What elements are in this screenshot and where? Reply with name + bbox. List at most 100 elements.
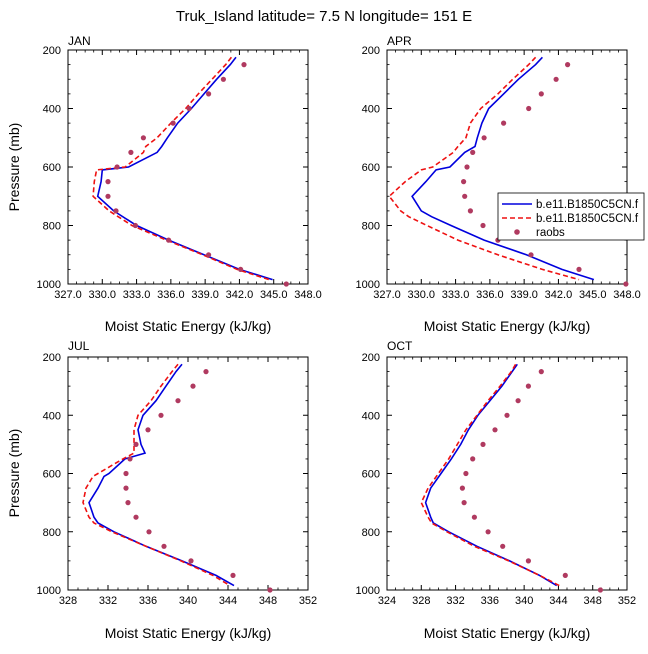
model-solid-line-apr (411, 56, 595, 281)
x-tick-label-oct: 348 (584, 595, 602, 607)
legend-box (497, 192, 645, 241)
x-tick-label-jan: 336.0 (157, 289, 185, 301)
plot-frame-jul (67, 356, 309, 591)
raobs-point-jul (190, 383, 196, 389)
x-axis-label-jul: Moist Static Energy (kJ/kg) (105, 625, 272, 641)
raobs-point-jul (133, 441, 139, 447)
raobs-point-oct (525, 558, 532, 564)
raobs-point-jan (140, 135, 146, 141)
y-tick-label-jan: 600 (43, 162, 61, 174)
x-tick-label-apr: 342.0 (545, 289, 573, 301)
y-tick-label-jan: 800 (43, 221, 61, 233)
y-tick-label-oct: 1000 (356, 585, 380, 597)
y-tick-label-oct: 600 (362, 469, 380, 481)
raobs-point-jan (114, 164, 120, 170)
raobs-point-oct (485, 529, 491, 535)
raobs-point-apr (623, 281, 629, 287)
x-tick-label-jan: 348.0 (294, 289, 322, 301)
raobs-point-apr (462, 193, 468, 199)
x-tick-label-oct: 344 (549, 595, 567, 607)
raobs-point-oct (471, 514, 477, 520)
panel-jul: JUL Pressure (mb) Moist Static Energy (k… (6, 339, 317, 641)
x-tick-label-oct: 324 (378, 595, 396, 607)
x-tick-label-jul: 344 (219, 595, 237, 607)
y-tick-label-apr: 600 (362, 162, 380, 174)
raobs-point-apr (501, 120, 507, 126)
raobs-point-apr (480, 222, 486, 229)
x-tick-label-oct: 332 (446, 595, 464, 607)
raobs-point-jan (170, 120, 176, 126)
raobs-point-oct (461, 500, 467, 506)
raobs-point-jan (166, 237, 172, 243)
raobs-point-apr (576, 266, 582, 272)
x-tick-label-apr: 336.0 (476, 289, 504, 301)
panel-apr: APR Moist Static Energy (kJ/kg) 327.0 330… (356, 34, 641, 334)
x-tick-label-apr: 333.0 (442, 289, 470, 301)
raobs-point-oct (504, 412, 510, 418)
legend-label-dashed: b.e11.B1850C5CN.f (536, 213, 639, 225)
panel-label-jul: JUL (68, 339, 90, 353)
x-tick-label-apr: 330.0 (408, 289, 436, 301)
y-tick-label-jul: 200 (43, 352, 61, 364)
raobs-point-jan (186, 105, 192, 112)
raobs-point-oct (538, 369, 544, 375)
y-tick-label-apr: 800 (362, 221, 380, 233)
panel-label-oct: OCT (387, 339, 413, 353)
raobs-point-apr (464, 164, 470, 170)
raobs-point-jan (241, 62, 247, 68)
legend: b.e11.B1850C5CN.f b.e11.B1850C5CN.f raob… (497, 192, 645, 241)
x-tick-label-jul: 348 (259, 595, 277, 607)
raobs-point-jul (123, 485, 129, 491)
raobs-point-jan (220, 76, 226, 82)
raobs-point-oct (525, 383, 532, 389)
x-tick-label-jul: 332 (99, 595, 117, 607)
raobs-point-apr (526, 105, 532, 112)
raobs-point-jul (133, 514, 139, 520)
x-tick-label-jan: 345.0 (260, 289, 288, 301)
raobs-point-jul (203, 369, 209, 375)
figure-title: Truk_Island latitude= 7.5 N longitude= 1… (176, 8, 472, 25)
panel-jan: JAN Pressure (mb) Moist Static Energy (k… (6, 34, 322, 334)
y-tick-label-jul: 600 (43, 469, 61, 481)
raobs-point-jan (113, 208, 119, 214)
x-tick-label-oct: 328 (412, 595, 430, 607)
raobs-point-oct (515, 398, 521, 404)
raobs-point-oct (492, 427, 498, 433)
raobs-point-jul (125, 500, 131, 506)
y-tick-label-oct: 400 (362, 410, 380, 422)
x-tick-label-oct: 352 (618, 595, 636, 607)
raobs-point-jul (127, 456, 133, 462)
raobs-point-oct (597, 587, 604, 593)
y-tick-label-jul: 400 (43, 410, 61, 422)
raobs-point-oct (470, 456, 476, 462)
raobs-point-jan (128, 149, 134, 155)
y-tick-label-jul: 800 (43, 527, 61, 539)
legend-label-solid: b.e11.B1850C5CN.f (536, 199, 639, 211)
x-axis-label-oct: Moist Static Energy (kJ/kg) (424, 625, 591, 641)
raobs-point-jul (230, 572, 236, 579)
y-tick-label-jan: 200 (43, 45, 61, 57)
raobs-point-oct (480, 441, 486, 447)
raobs-point-jan (105, 179, 111, 185)
x-tick-label-apr: 348.0 (613, 289, 641, 301)
raobs-point-apr (481, 135, 487, 141)
plot-frame-oct (386, 356, 628, 591)
raobs-point-apr (553, 76, 559, 82)
x-tick-label-jul: 352 (299, 595, 317, 607)
raobs-point-apr (461, 179, 467, 185)
raobs-point-jan (105, 193, 111, 199)
raobs-point-jan (206, 252, 212, 258)
x-tick-label-oct: 340 (515, 595, 533, 607)
y-tick-label-oct: 200 (362, 352, 380, 364)
model-solid-line-oct (424, 363, 558, 587)
x-tick-label-apr: 327.0 (373, 289, 401, 301)
model-dashed-line-oct (420, 363, 560, 587)
legend-swatch-dot (514, 229, 520, 235)
y-tick-label-apr: 200 (362, 45, 380, 57)
raobs-point-jul (161, 543, 167, 549)
raobs-point-jul (158, 412, 164, 418)
raobs-point-jul (145, 427, 151, 433)
raobs-point-jan (132, 222, 138, 229)
x-tick-label-jan: 327.0 (54, 289, 82, 301)
